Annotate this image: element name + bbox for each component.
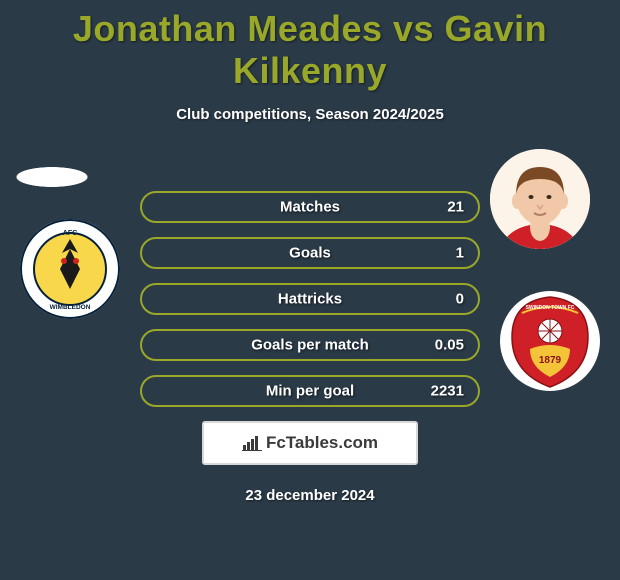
swindon-badge-icon: 1879 SWINDON TOWN FC bbox=[500, 291, 600, 391]
stat-value: 21 bbox=[447, 199, 464, 216]
stat-row-goals: Goals 1 bbox=[140, 237, 480, 269]
wimbledon-badge-icon: AFC WIMBLEDON bbox=[20, 219, 120, 319]
svg-text:1879: 1879 bbox=[539, 355, 562, 366]
club-badge-right: 1879 SWINDON TOWN FC bbox=[500, 291, 600, 391]
stat-label: Goals per match bbox=[251, 337, 369, 354]
stat-label: Min per goal bbox=[266, 383, 354, 400]
stat-bars: Matches 21 Goals 1 Hattricks 0 Goals per… bbox=[140, 191, 480, 407]
stat-value: 0 bbox=[456, 291, 464, 308]
svg-text:WIMBLEDON: WIMBLEDON bbox=[50, 304, 91, 311]
stat-row-matches: Matches 21 bbox=[140, 191, 480, 223]
brand-text: FcTables.com bbox=[266, 433, 378, 453]
player-right-avatar bbox=[490, 149, 590, 249]
club-badge-left: AFC WIMBLEDON bbox=[20, 219, 120, 319]
stat-label: Hattricks bbox=[278, 291, 342, 308]
stat-row-mpg: Min per goal 2231 bbox=[140, 375, 480, 407]
player-portrait-icon bbox=[490, 149, 590, 249]
page-title: Jonathan Meades vs Gavin Kilkenny bbox=[0, 0, 620, 92]
stat-label: Goals bbox=[289, 245, 331, 262]
comparison-stage: AFC WIMBLEDON 1879 bbox=[0, 163, 620, 504]
brand-label: FcTables.com bbox=[242, 433, 378, 453]
stat-row-hattricks: Hattricks 0 bbox=[140, 283, 480, 315]
date-label: 23 december 2024 bbox=[0, 487, 620, 504]
stat-value: 1 bbox=[456, 245, 464, 262]
stat-value: 2231 bbox=[431, 383, 464, 400]
svg-text:SWINDON TOWN FC: SWINDON TOWN FC bbox=[526, 305, 575, 311]
bar-chart-icon bbox=[242, 435, 262, 451]
stat-row-gpm: Goals per match 0.05 bbox=[140, 329, 480, 361]
subtitle: Club competitions, Season 2024/2025 bbox=[0, 106, 620, 123]
stat-value: 0.05 bbox=[435, 337, 464, 354]
brand-box: FcTables.com bbox=[202, 421, 418, 465]
svg-text:AFC: AFC bbox=[63, 230, 77, 237]
stat-label: Matches bbox=[280, 199, 340, 216]
player-left-avatar bbox=[0, 163, 104, 191]
